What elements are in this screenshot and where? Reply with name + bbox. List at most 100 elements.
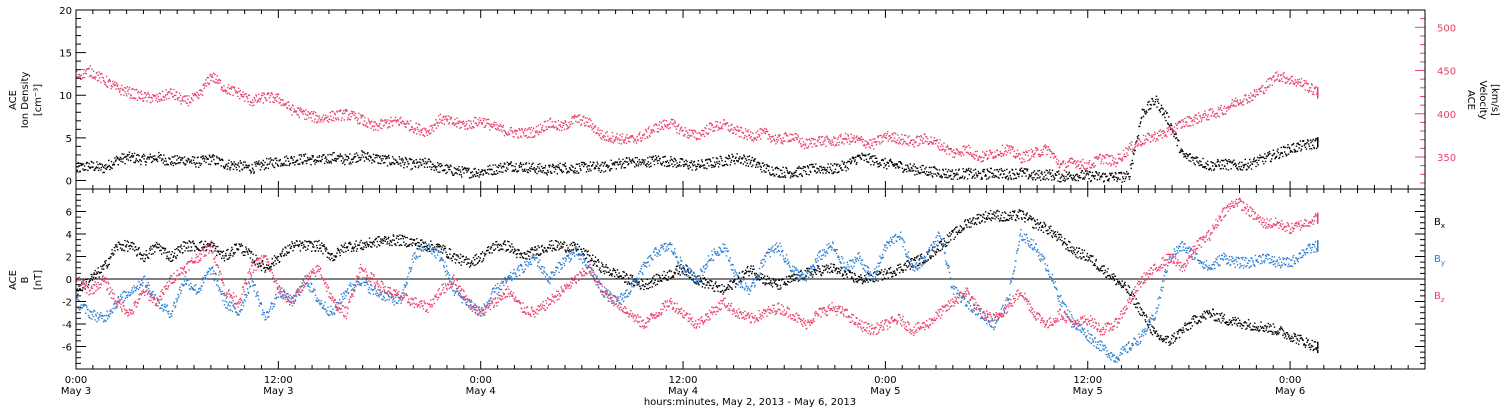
top-point: [986, 158, 988, 161]
top-point: [758, 136, 760, 138]
top-point: [1273, 152, 1276, 155]
top-point: [160, 98, 163, 101]
bottom-point: [90, 273, 92, 276]
top-point: [1040, 172, 1042, 174]
top-point: [363, 160, 366, 162]
top-point: [881, 136, 883, 139]
top-point: [509, 129, 511, 131]
top-point: [1284, 81, 1286, 84]
top-point: [203, 157, 205, 159]
top-point: [350, 163, 352, 165]
top-point: [119, 158, 121, 160]
top-point: [510, 127, 512, 129]
top-point: [909, 142, 911, 144]
top-point: [989, 149, 991, 151]
top-point: [445, 172, 447, 175]
top-point: [1071, 178, 1073, 180]
top-point: [489, 124, 492, 126]
top-point: [368, 121, 371, 123]
top-point: [380, 162, 382, 165]
top-point: [182, 100, 185, 102]
top-point: [936, 175, 938, 177]
top-point: [214, 163, 217, 166]
top-point: [362, 123, 364, 125]
top-point: [976, 150, 978, 152]
top-point: [450, 117, 453, 119]
right-y-tick-label: 450: [1437, 67, 1456, 78]
top-point: [242, 164, 244, 166]
top-point: [194, 93, 196, 95]
top-point: [172, 96, 175, 98]
top-point: [999, 150, 1001, 153]
top-point: [858, 137, 860, 139]
top-point: [870, 157, 873, 159]
top-point: [776, 136, 779, 138]
top-point: [819, 135, 821, 138]
top-point: [740, 136, 742, 138]
top-point: [1169, 126, 1171, 128]
top-point: [344, 112, 346, 114]
top-point: [687, 165, 689, 167]
top-point: [359, 158, 362, 161]
top-point: [1140, 140, 1142, 143]
top-point: [279, 159, 281, 161]
top-point: [486, 118, 489, 120]
top-point: [484, 169, 486, 171]
top-point: [354, 112, 357, 115]
top-point: [850, 163, 852, 165]
bottom-point: [160, 253, 163, 255]
top-point: [260, 166, 263, 168]
top-point: [1156, 132, 1159, 134]
top-point: [214, 162, 216, 165]
top-point: [1131, 150, 1133, 153]
bottom-point: [155, 245, 157, 248]
bottom-point: [114, 244, 117, 246]
top-point: [510, 161, 512, 163]
top-point: [1110, 163, 1113, 165]
top-point: [1179, 150, 1182, 152]
top-point: [783, 171, 786, 174]
top-point: [1123, 180, 1126, 183]
top-point: [736, 153, 738, 155]
top-point: [936, 139, 938, 141]
top-point: [225, 165, 227, 167]
top-point: [647, 161, 649, 163]
top-point: [1133, 153, 1135, 155]
top-point: [1220, 167, 1222, 170]
top-point: [827, 163, 829, 165]
top-point: [316, 122, 318, 124]
top-point: [815, 172, 818, 174]
top-point: [292, 105, 294, 107]
top-point: [1214, 165, 1217, 167]
top-point: [579, 114, 581, 116]
top-point: [1204, 167, 1206, 169]
top-point: [832, 172, 834, 175]
top-point: [303, 111, 305, 113]
top-point: [551, 121, 553, 123]
top-point: [775, 138, 778, 141]
top-point: [838, 171, 840, 173]
top-point: [832, 143, 834, 146]
top-point: [495, 122, 497, 124]
top-point: [684, 133, 686, 136]
top-point: [410, 129, 412, 131]
top-point: [739, 126, 742, 129]
top-point: [457, 120, 460, 123]
top-point: [506, 167, 508, 169]
top-point: [856, 135, 858, 137]
top-point: [1045, 147, 1047, 149]
top-point: [1200, 117, 1202, 119]
top-point: [794, 133, 796, 135]
top-point: [203, 83, 205, 85]
top-point: [737, 160, 739, 163]
top-point: [138, 154, 140, 157]
top-point: [957, 152, 959, 154]
top-point: [1045, 145, 1047, 148]
top-point: [1106, 175, 1108, 177]
top-point: [472, 120, 475, 122]
top-point: [1262, 160, 1264, 163]
top-point: [353, 157, 355, 159]
top-point: [566, 172, 568, 174]
top-point: [1031, 151, 1033, 153]
top-point: [1042, 178, 1045, 180]
